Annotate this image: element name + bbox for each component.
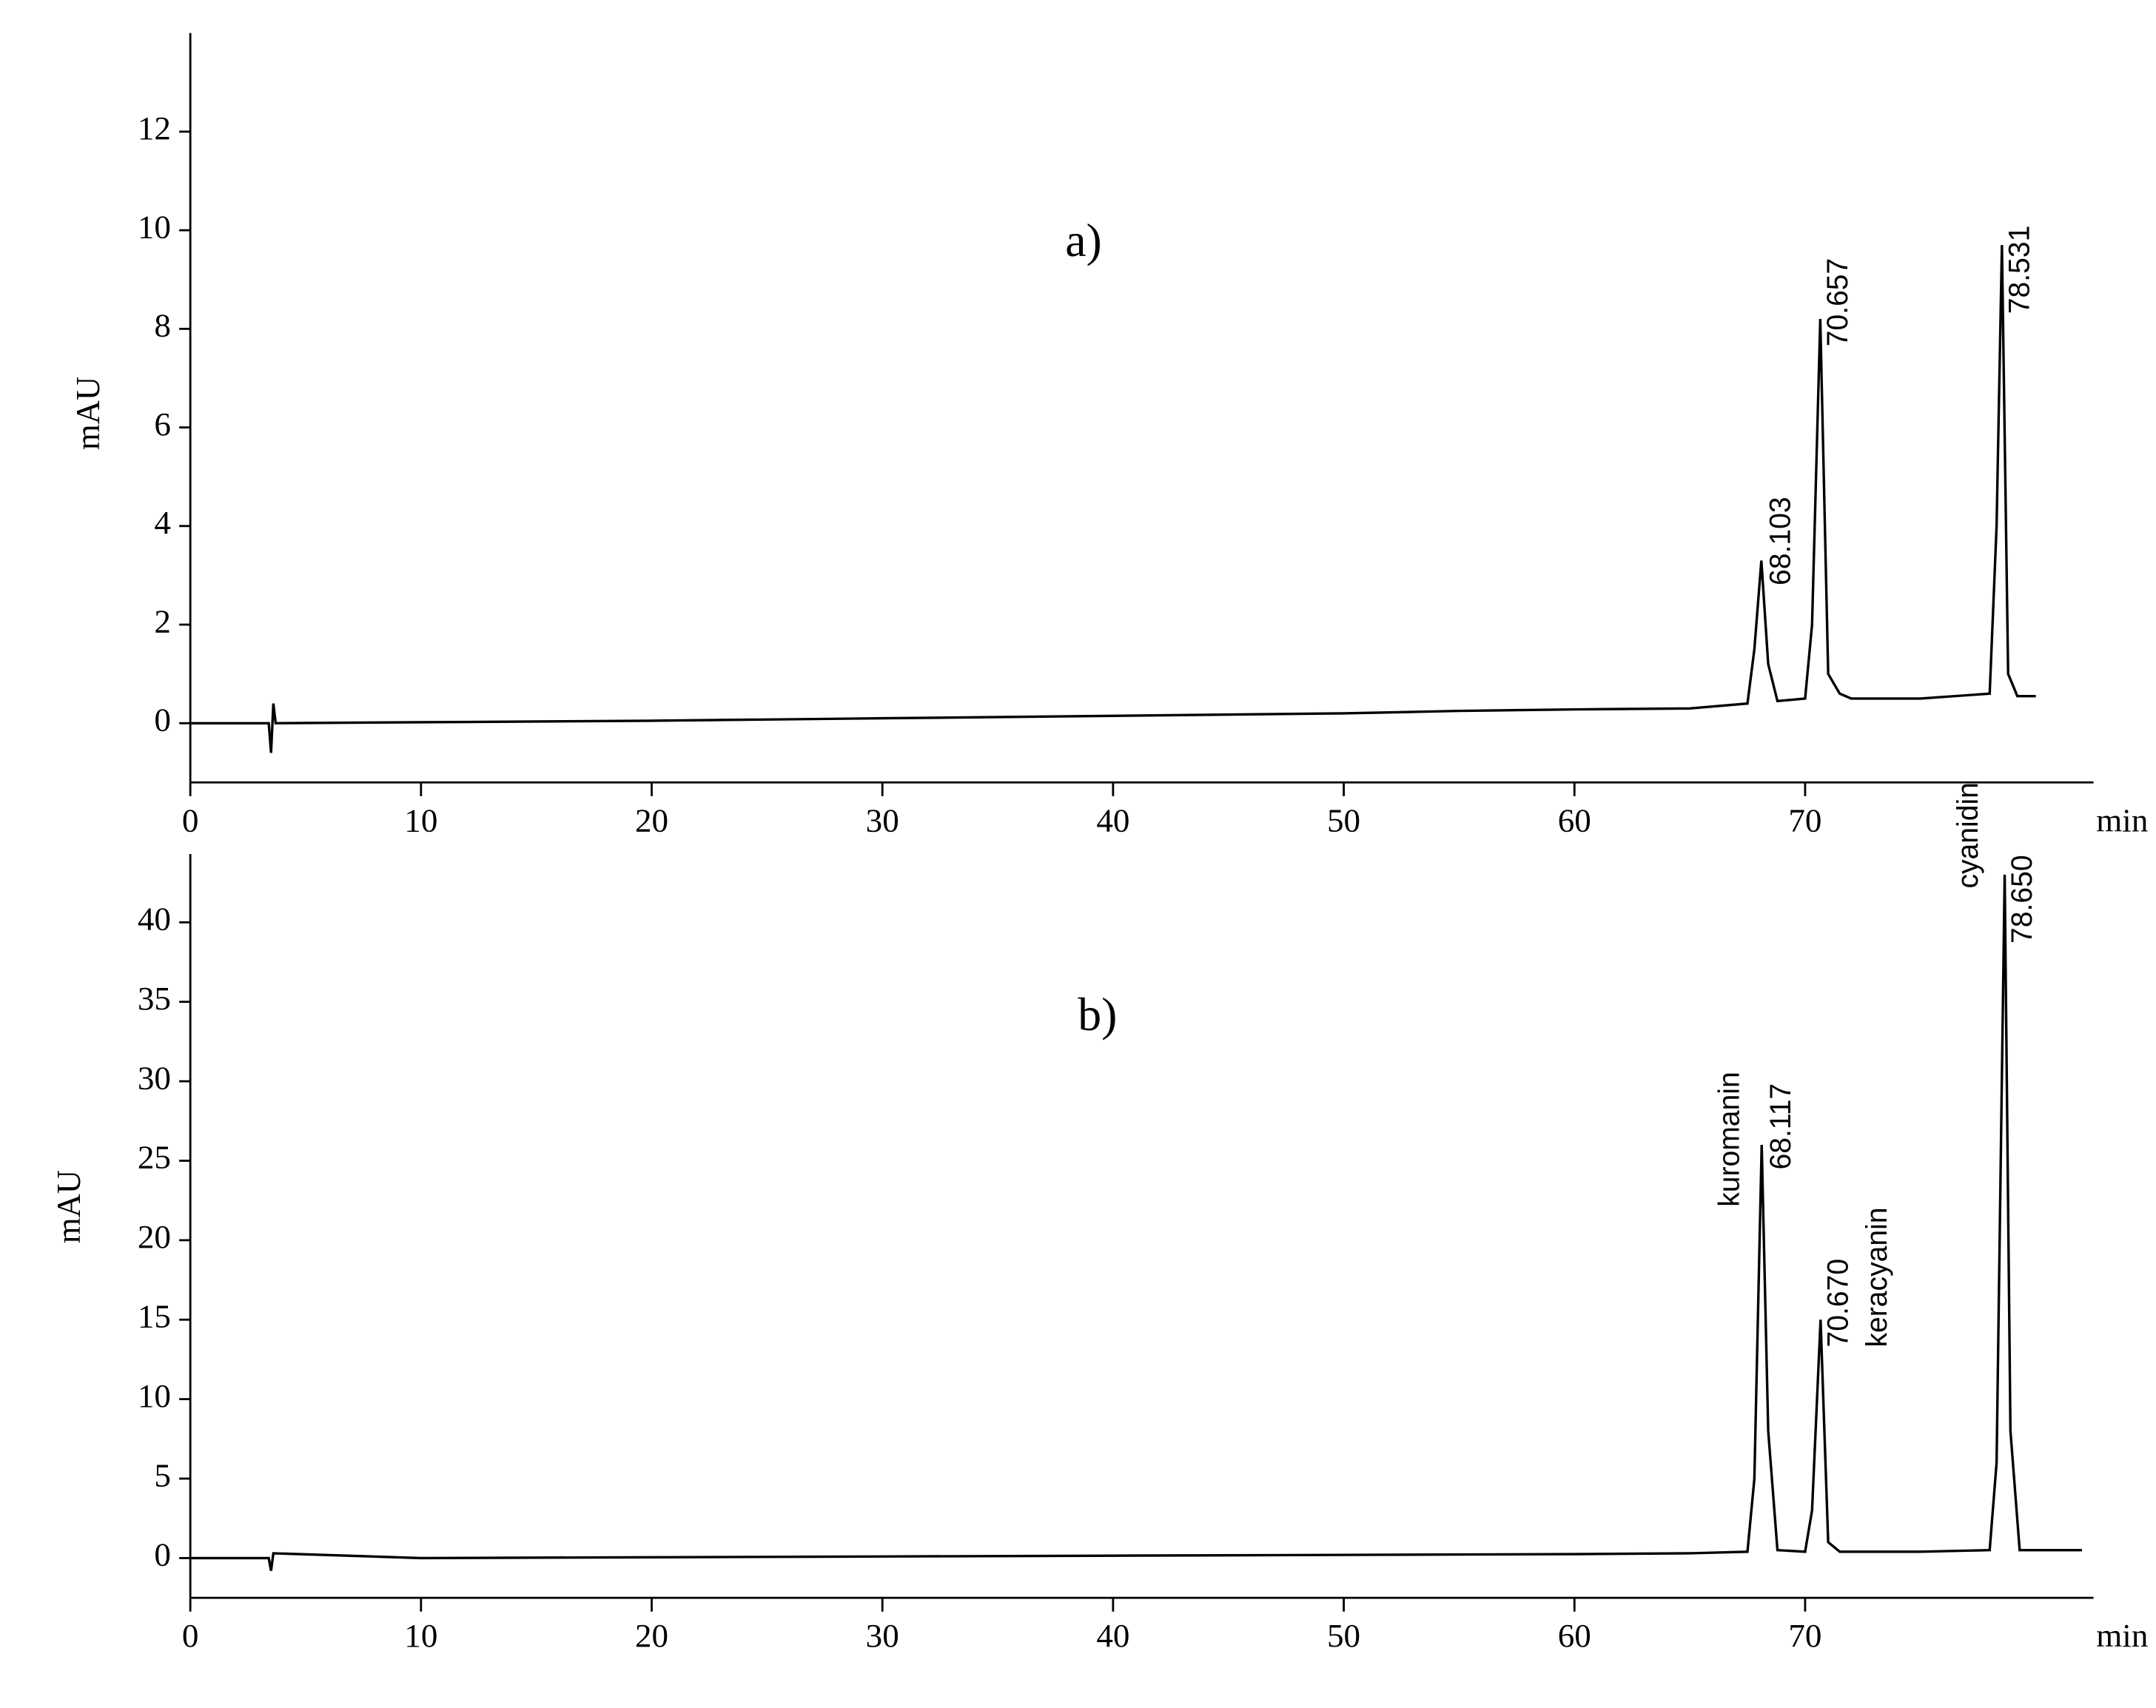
x-tick-label: 60	[1558, 1617, 1591, 1654]
panel-label: a)	[1065, 214, 1102, 266]
peak-label: 68.103	[1764, 497, 1796, 585]
x-tick-label: 20	[635, 801, 668, 838]
y-tick-label: 35	[138, 980, 171, 1017]
y-tick-label: 6	[154, 406, 171, 443]
y-tick-label: 10	[138, 1377, 171, 1414]
x-tick-label: 10	[404, 801, 437, 838]
peak-name: cyanidin	[1952, 782, 1984, 888]
x-tick-label: 50	[1327, 801, 1360, 838]
peak-label: 70.657	[1821, 258, 1854, 347]
y-tick-label: 0	[154, 1536, 171, 1573]
x-tick-label: 10	[404, 1617, 437, 1654]
trace	[190, 874, 2082, 1571]
panel-label: b)	[1078, 988, 1117, 1040]
x-axis-label: min	[2096, 1617, 2148, 1654]
x-tick-label: 40	[1096, 1617, 1129, 1654]
x-axis-label: min	[2096, 801, 2148, 838]
peak-label: 68.117	[1764, 1083, 1797, 1170]
y-tick-label: 5	[154, 1456, 171, 1493]
y-tick-label: 2	[154, 602, 171, 639]
y-tick-label: 10	[138, 209, 171, 246]
x-tick-label: 0	[182, 1617, 199, 1654]
x-tick-label: 40	[1096, 801, 1129, 838]
peak-label: 78.650	[2006, 855, 2038, 944]
y-tick-label: 25	[138, 1139, 171, 1176]
y-tick-label: 40	[138, 901, 171, 938]
y-tick-label: 20	[138, 1218, 171, 1255]
y-tick-label: 0	[154, 702, 171, 739]
y-axis-label: mAU	[50, 1170, 87, 1243]
peak-name: kuromanin	[1713, 1072, 1745, 1206]
x-tick-label: 30	[866, 1617, 899, 1654]
y-tick-label: 30	[138, 1060, 171, 1097]
y-tick-label: 4	[154, 504, 171, 541]
x-tick-label: 60	[1558, 801, 1591, 838]
peak-label: 78.531	[2003, 226, 2035, 315]
y-tick-label: 15	[138, 1298, 171, 1335]
x-tick-label: 70	[1788, 1617, 1821, 1654]
x-tick-label: 30	[866, 801, 899, 838]
y-axis-label: mAU	[70, 377, 107, 450]
x-tick-label: 20	[635, 1617, 668, 1654]
peak-name: keracyanin	[1861, 1207, 1893, 1347]
y-tick-label: 8	[154, 307, 171, 344]
x-tick-label: 70	[1788, 801, 1821, 838]
trace	[190, 245, 2036, 753]
y-tick-label: 12	[138, 110, 171, 147]
x-tick-label: 0	[182, 801, 199, 838]
peak-label: 70.670	[1821, 1259, 1854, 1348]
x-tick-label: 50	[1327, 1617, 1360, 1654]
